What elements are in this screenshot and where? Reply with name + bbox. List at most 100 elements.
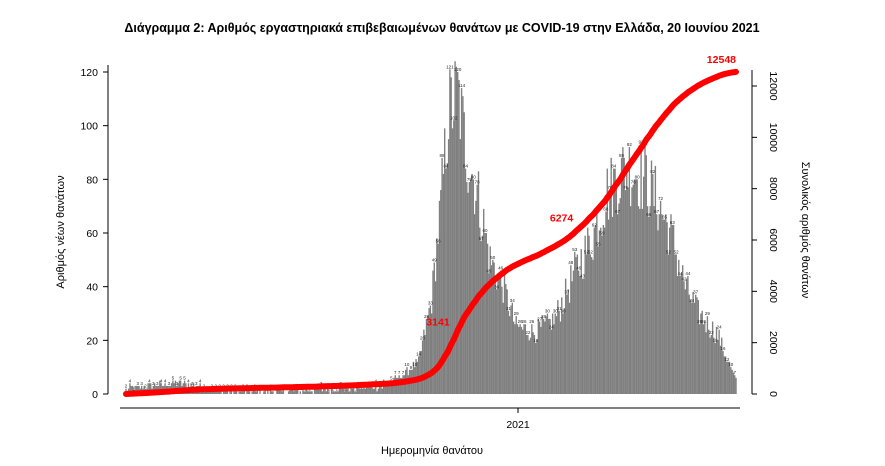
daily-deaths-bar [650,160,653,394]
daily-deaths-bar [494,278,497,394]
daily-deaths-bar [354,391,356,394]
daily-deaths-bar [667,254,670,394]
daily-deaths-bar [256,388,259,394]
bar-value-label: 63 [670,220,676,225]
bar-value-label: 26 [521,319,527,324]
daily-deaths-bar [417,356,420,394]
right-y-tick-label: 8000 [767,177,779,201]
daily-deaths-bar [628,147,631,394]
daily-deaths-bar [524,324,527,394]
daily-deaths-bar [467,192,469,394]
daily-deaths-bar [510,305,512,394]
daily-deaths-bar [385,385,387,394]
bar-value-label: 33 [428,300,434,305]
daily-deaths-bar [311,391,313,394]
daily-deaths-bar [453,120,455,395]
bar-value-label: 9 [410,365,413,370]
daily-deaths-bar [225,391,227,394]
daily-deaths-bar [235,391,238,394]
bar-value-label: 22 [709,330,715,335]
daily-deaths-bar [533,334,536,394]
daily-deaths-bar [692,292,694,394]
bar-value-label: 56 [436,239,442,244]
bar-value-label: 29 [514,311,520,316]
daily-deaths-bar [610,157,612,394]
daily-deaths-bar [462,96,464,395]
daily-deaths-bar [611,216,614,394]
daily-deaths-bar [241,391,243,394]
daily-deaths-bar [323,388,325,394]
daily-deaths-bar [688,294,690,394]
daily-deaths-bar [619,198,621,394]
daily-deaths-bar [596,214,598,394]
daily-deaths-bar [471,173,473,394]
daily-deaths-bar [546,313,549,394]
daily-deaths-bar [558,310,560,394]
daily-deaths-bar [254,388,256,394]
left-y-tick-label: 60 [86,228,98,240]
daily-deaths-bar [436,238,438,394]
daily-deaths-bar [371,385,373,394]
left-y-tick-label: 0 [92,389,98,401]
daily-deaths-bar [624,190,627,394]
bar-value-label: 1 [355,386,358,391]
daily-deaths-bar [407,375,409,394]
daily-deaths-bar [505,283,507,394]
daily-deaths-bar [528,340,530,394]
daily-deaths-bar [343,391,346,394]
daily-deaths-bar [134,385,136,394]
daily-deaths-bar [507,310,510,394]
daily-deaths-bar [130,385,132,394]
daily-deaths-bar [649,206,651,394]
bar-value-label: 39 [494,284,500,289]
bar-value-label: 52 [588,249,594,254]
daily-deaths-bar [662,219,664,394]
bar-value-label: 3 [175,381,178,386]
daily-deaths-bar [607,219,610,394]
daily-deaths-bar [303,391,305,394]
bar-value-label: 10 [412,362,418,367]
daily-deaths-bar [541,316,543,394]
daily-deaths-bar [705,332,707,394]
daily-deaths-bar [545,316,547,394]
daily-deaths-bar [659,200,662,394]
daily-deaths-bar [382,383,385,394]
bar-value-label: 34 [510,298,516,303]
daily-deaths-bar [557,300,559,394]
daily-deaths-bar [584,235,586,394]
daily-deaths-bar [287,391,290,394]
daily-deaths-bar [355,391,357,394]
daily-deaths-bar [295,388,298,394]
daily-deaths-bar [559,321,562,394]
daily-deaths-bar [391,383,394,394]
bar-value-label: 3 [152,381,155,386]
daily-deaths-bar [450,77,452,394]
daily-deaths-bar [657,230,659,394]
daily-deaths-bar [140,385,143,394]
bar-value-label: 2 [144,384,147,389]
daily-deaths-bar [293,391,295,394]
daily-deaths-bar [362,388,364,394]
daily-deaths-bar [483,208,485,394]
daily-deaths-bar [457,72,459,394]
daily-deaths-bar [291,388,294,394]
daily-deaths-bar [349,391,351,394]
daily-deaths-bar [310,391,312,394]
daily-deaths-bar [723,356,726,394]
daily-deaths-bar [618,203,620,394]
daily-deaths-bar [202,391,204,394]
daily-deaths-bar [319,385,321,394]
daily-deaths-bar [390,380,393,394]
daily-deaths-bar [635,179,637,394]
daily-deaths-bar [204,391,207,394]
daily-deaths-bar [548,318,550,394]
daily-deaths-bar [669,227,671,394]
daily-deaths-bar [299,391,301,394]
daily-deaths-bar [380,385,382,394]
daily-deaths-bar [536,340,538,394]
daily-deaths-bar [386,385,389,394]
daily-deaths-bar [377,388,380,394]
bar-value-label: 31 [557,306,563,311]
daily-deaths-bar [179,380,182,394]
